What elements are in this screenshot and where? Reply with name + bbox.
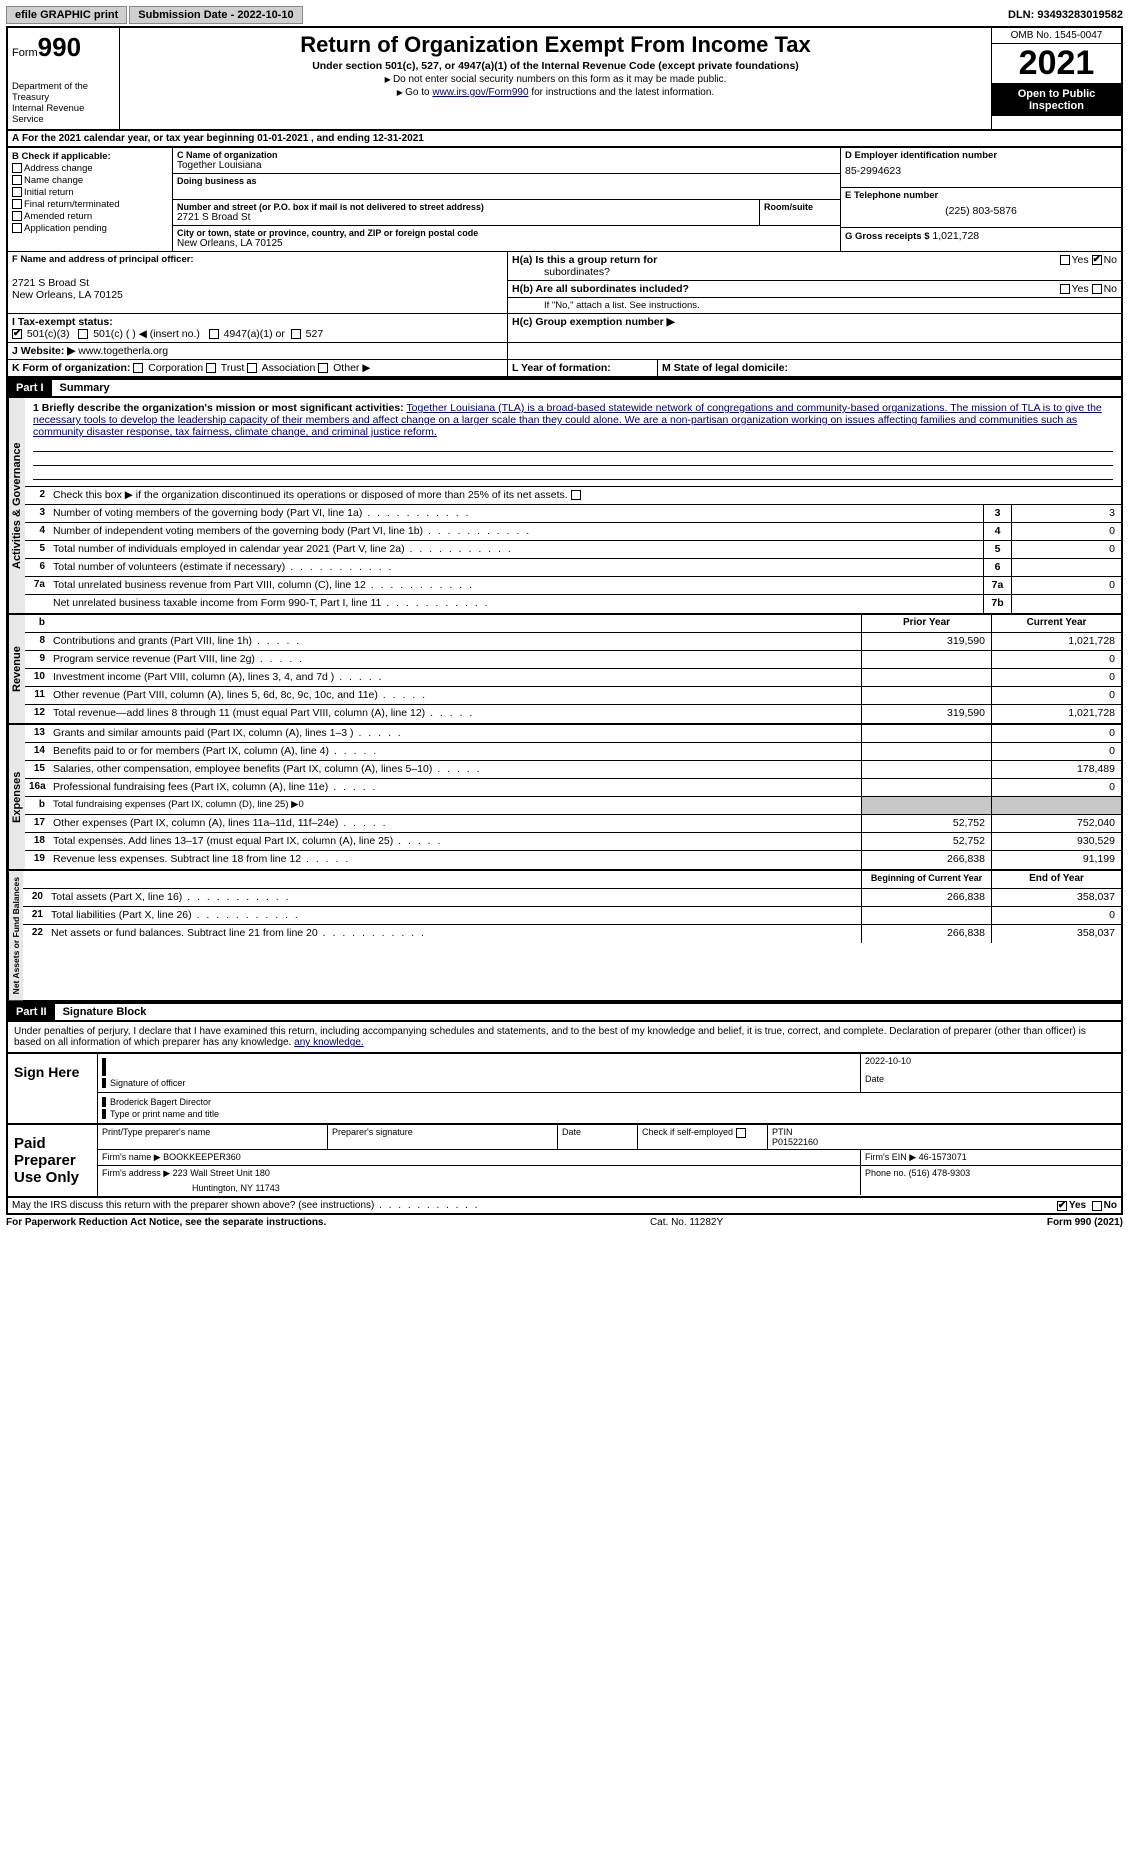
box-f: F Name and address of principal officer:…: [8, 252, 508, 313]
activities-gov: Activities & Governance 1 Briefly descri…: [6, 398, 1123, 615]
subtitle: Under section 501(c), 527, or 4947(a)(1)…: [128, 60, 983, 72]
self-emp-cb[interactable]: [736, 1128, 746, 1138]
cb-name[interactable]: [12, 175, 22, 185]
i-501c[interactable]: [78, 329, 88, 339]
box-l: L Year of formation:: [508, 360, 658, 376]
may-yes[interactable]: [1057, 1201, 1067, 1211]
efile-btn[interactable]: efile GRAPHIC print: [6, 6, 127, 24]
dept: Department of the Treasury: [12, 81, 115, 103]
year: 2021: [992, 44, 1121, 84]
note1: Do not enter social security numbers on …: [128, 74, 983, 85]
cb-amend[interactable]: [12, 211, 22, 221]
irs: Internal Revenue Service: [12, 103, 115, 125]
paid-preparer: Paid Preparer Use Only Print/Type prepar…: [6, 1125, 1123, 1198]
omb: OMB No. 1545-0047: [992, 28, 1121, 44]
i-501c3[interactable]: [12, 329, 22, 339]
ha-yes[interactable]: [1060, 255, 1070, 265]
vlab-rev: Revenue: [8, 615, 25, 723]
title: Return of Organization Exempt From Incom…: [128, 32, 983, 58]
box-c: C Name of organizationTogether Louisiana…: [173, 148, 841, 251]
may-discuss: May the IRS discuss this return with the…: [6, 1198, 1123, 1215]
vlab-ag: Activities & Governance: [8, 398, 25, 613]
cb-final[interactable]: [12, 199, 22, 209]
box-j: J Website: ▶ www.togetherla.org: [8, 343, 508, 359]
header: Form990 Department of the Treasury Inter…: [6, 26, 1123, 131]
revenue: Revenue bPrior YearCurrent Year 8Contrib…: [6, 615, 1123, 725]
link[interactable]: www.irs.gov/Form990: [432, 87, 528, 98]
open-public: Open to Public Inspection: [992, 84, 1121, 116]
form-num: 990: [38, 32, 81, 62]
sign-here: Sign Here Signature of officer 2022-10-1…: [6, 1054, 1123, 1125]
expenses: Expenses 13Grants and similar amounts pa…: [6, 725, 1123, 871]
mission: 1 Briefly describe the organization's mi…: [25, 398, 1121, 487]
box-m: M State of legal domicile:: [658, 360, 1121, 376]
cb-addr[interactable]: [12, 163, 22, 173]
k-other[interactable]: [318, 363, 328, 373]
vlab-na: Net Assets or Fund Balances: [8, 871, 23, 1000]
penalty: Under penalties of perjury, I declare th…: [6, 1022, 1123, 1054]
section-a: A For the 2021 calendar year, or tax yea…: [6, 131, 1123, 148]
cb-app[interactable]: [12, 223, 22, 233]
cb-init[interactable]: [12, 187, 22, 197]
box-d: D Employer identification number85-29946…: [841, 148, 1121, 251]
i-527[interactable]: [291, 329, 301, 339]
topbar: efile GRAPHIC print Submission Date - 20…: [6, 6, 1123, 24]
box-i: I Tax-exempt status: 501(c)(3) 501(c) ( …: [8, 314, 508, 342]
part1-hdr: Part ISummary: [6, 378, 1123, 398]
box-k: K Form of organization: Corporation Trus…: [8, 360, 508, 376]
l2-cb[interactable]: [571, 490, 581, 500]
form-label: Form: [12, 47, 38, 59]
vlab-exp: Expenses: [8, 725, 25, 869]
box-h: H(a) Is this a group return forsubordina…: [508, 252, 1121, 313]
i-4947[interactable]: [209, 329, 219, 339]
hb-no[interactable]: [1092, 284, 1102, 294]
footer: For Paperwork Reduction Act Notice, see …: [6, 1215, 1123, 1230]
k-trust[interactable]: [206, 363, 216, 373]
k-assoc[interactable]: [247, 363, 257, 373]
hb-yes[interactable]: [1060, 284, 1070, 294]
box-b: B Check if applicable: Address change Na…: [8, 148, 173, 251]
ha-no[interactable]: [1092, 255, 1102, 265]
net-assets: Net Assets or Fund Balances Beginning of…: [6, 871, 1123, 1002]
note2: Go to www.irs.gov/Form990 for instructio…: [128, 87, 983, 98]
submission-btn[interactable]: Submission Date - 2022-10-10: [129, 6, 302, 24]
dln: DLN: 93493283019582: [1008, 9, 1123, 21]
box-hc: H(c) Group exemption number ▶: [508, 314, 1121, 342]
may-no[interactable]: [1092, 1201, 1102, 1211]
k-corp[interactable]: [133, 363, 143, 373]
part2-hdr: Part IISignature Block: [6, 1002, 1123, 1022]
